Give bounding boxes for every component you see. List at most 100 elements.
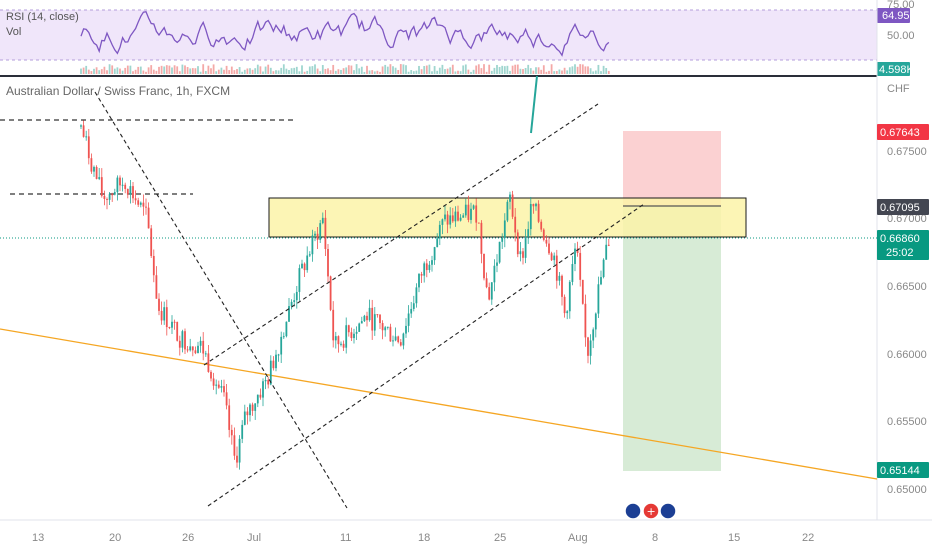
price-tick: 0.67500: [887, 146, 927, 158]
volume-bar: [441, 64, 444, 74]
volume-bar: [119, 68, 121, 74]
candle-body: [160, 310, 163, 321]
candle-body: [446, 214, 449, 225]
channel-upper-line[interactable]: [203, 103, 599, 366]
volume-bar: [589, 68, 592, 74]
bar-countdown: 25:02: [886, 247, 914, 259]
stop-loss-zone[interactable]: [623, 131, 721, 206]
candle-body: [516, 232, 519, 255]
candle-body: [449, 215, 452, 225]
candle-body: [532, 204, 535, 207]
candle-body: [251, 404, 254, 411]
long-trendline[interactable]: [0, 328, 878, 480]
volume-bar: [558, 69, 561, 74]
rsi-top-tick: 75.00: [887, 0, 915, 11]
candle-body: [204, 353, 207, 355]
candle-body: [574, 248, 576, 265]
candle-body: [329, 276, 332, 310]
volume-bar: [147, 67, 150, 74]
candle-body: [350, 332, 353, 339]
candle-body: [152, 255, 155, 276]
volume-bar: [488, 64, 491, 74]
candle-body: [485, 278, 488, 288]
volume-bar: [295, 66, 298, 74]
take-profit-zone[interactable]: [623, 206, 721, 471]
candle-body: [498, 241, 501, 263]
volume-bar: [243, 69, 246, 74]
volume-bar: [506, 65, 509, 74]
volume-bar: [251, 69, 254, 74]
volume-bar: [592, 71, 595, 74]
volume-bar: [568, 67, 571, 74]
candle-body: [392, 340, 394, 342]
candle-body: [475, 205, 478, 223]
volume-bar: [116, 67, 119, 74]
candle-body: [116, 177, 119, 193]
volume-bar: [337, 69, 340, 74]
volume-bar: [259, 66, 262, 74]
volume-bar: [514, 64, 517, 74]
candle-body: [368, 307, 371, 321]
candle-body: [576, 248, 579, 253]
volume-bar: [371, 70, 374, 74]
volume-bar: [477, 64, 480, 74]
volume-bar: [368, 70, 371, 74]
volume-bar: [402, 64, 405, 74]
candle-body: [480, 222, 483, 254]
candle-body: [561, 275, 563, 297]
candle-body: [501, 238, 504, 242]
volume-bar: [470, 71, 472, 74]
candle-body: [376, 314, 379, 316]
candle-body: [506, 201, 509, 221]
channel-lower-line[interactable]: [207, 203, 645, 507]
au-flag-event-icon[interactable]: [659, 502, 677, 520]
candle-body: [303, 263, 306, 271]
volume-bar: [594, 70, 597, 74]
volume-bar: [532, 70, 535, 74]
volume-bar: [360, 66, 363, 74]
candle-body: [418, 273, 420, 288]
candle-body: [444, 214, 446, 220]
candle-body: [488, 287, 491, 300]
candle-body: [82, 125, 85, 137]
au-flag-event-icon[interactable]: [624, 502, 642, 520]
downtrend-line[interactable]: [94, 91, 348, 509]
volume-bar: [85, 65, 88, 74]
candle-body: [308, 254, 311, 256]
volume-bar: [293, 67, 296, 74]
candle-body: [340, 343, 342, 345]
volume-bar: [537, 67, 540, 74]
candle-body: [493, 265, 496, 283]
candle-body: [295, 291, 298, 301]
ch-flag-event-icon[interactable]: [642, 502, 660, 520]
candle-body: [597, 284, 600, 314]
volume-bar: [197, 66, 199, 74]
volume-bar: [394, 67, 397, 74]
volume-bar: [516, 64, 519, 74]
candle-body: [464, 204, 467, 216]
volume-bar: [225, 65, 228, 74]
candle-body: [194, 350, 197, 354]
volume-bar: [550, 64, 553, 74]
economic-events[interactable]: +: [624, 502, 677, 520]
candle-body: [568, 281, 571, 312]
candle-body: [436, 238, 439, 248]
price-tick: 0.66000: [887, 349, 927, 361]
volume-bar: [256, 64, 259, 74]
candle-body: [540, 221, 543, 230]
volume-bar: [262, 71, 264, 74]
volume-bar: [90, 71, 93, 74]
candle-body: [342, 343, 345, 348]
rsi-label: RSI (14, close): [6, 11, 79, 23]
volume-bar: [168, 65, 171, 74]
candle-body: [171, 321, 173, 328]
volume-bar: [158, 66, 160, 74]
candle-body: [280, 336, 283, 355]
candle-body: [181, 331, 184, 348]
volume-bar: [600, 71, 602, 74]
candle-body: [272, 360, 275, 369]
volume-bar: [334, 70, 337, 74]
candle-body: [347, 325, 350, 333]
candle-body: [301, 263, 303, 269]
